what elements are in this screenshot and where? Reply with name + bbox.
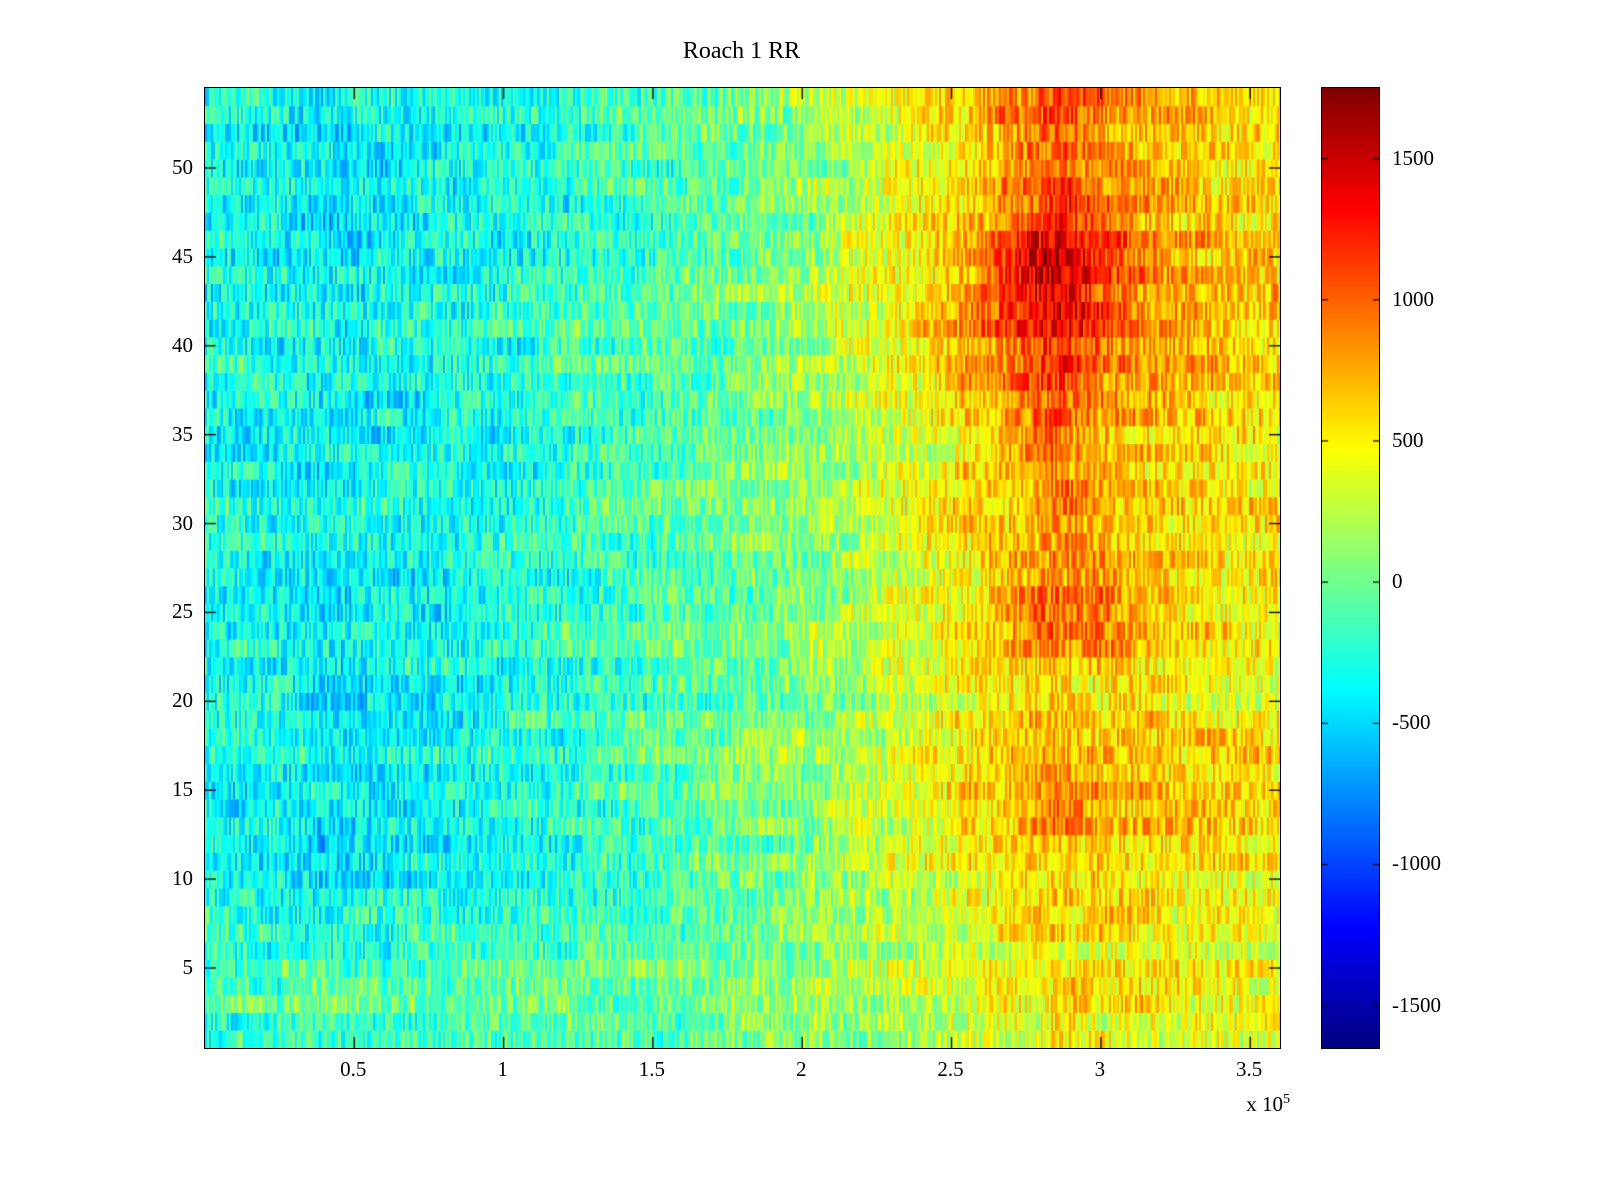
y-tick-label: 15	[172, 777, 193, 802]
y-tick-label: 40	[172, 332, 193, 357]
colorbar-tick-label: 0	[1392, 569, 1403, 594]
y-tick-label: 30	[172, 510, 193, 535]
y-tick-label: 20	[172, 688, 193, 713]
y-tick-label: 5	[182, 955, 194, 979]
y-tick-label: 45	[172, 243, 193, 268]
colorbar-tick-label: -1000	[1392, 851, 1441, 876]
y-tick-label: 10	[172, 866, 193, 891]
colorbar	[1321, 87, 1380, 1049]
colorbar-tick-label: 1500	[1392, 145, 1434, 170]
colorbar-tick-label: 1000	[1392, 286, 1434, 311]
colorbar-tick-label: -500	[1392, 710, 1431, 735]
y-tick-label: 50	[172, 155, 193, 179]
x-axis-multiplier-base: x 10	[1246, 1092, 1283, 1116]
x-tick-label: 3	[1094, 1057, 1106, 1081]
x-tick-label: 2	[795, 1057, 807, 1081]
x-axis-multiplier-exponent: 5	[1283, 1092, 1290, 1107]
heatmap-canvas	[205, 88, 1280, 1048]
x-tick-label: 1.5	[638, 1057, 666, 1081]
x-tick-label: 2.5	[937, 1057, 964, 1081]
y-tick-label: 35	[172, 421, 193, 446]
colorbar-tick-label: -1500	[1392, 992, 1441, 1017]
chart-title: Roach 1 RR	[682, 38, 801, 64]
y-tick-label: 25	[172, 599, 193, 624]
colorbar-tick-label: 500	[1392, 427, 1424, 452]
x-tick-label: 1	[497, 1057, 508, 1081]
colorbar-canvas	[1322, 88, 1379, 1048]
x-tick-label: 3.5	[1236, 1057, 1263, 1081]
x-axis-multiplier-label: x 105	[1150, 1092, 1290, 1117]
heatmap-plot-area	[204, 87, 1281, 1049]
x-tick-label: 0.5	[340, 1057, 367, 1081]
